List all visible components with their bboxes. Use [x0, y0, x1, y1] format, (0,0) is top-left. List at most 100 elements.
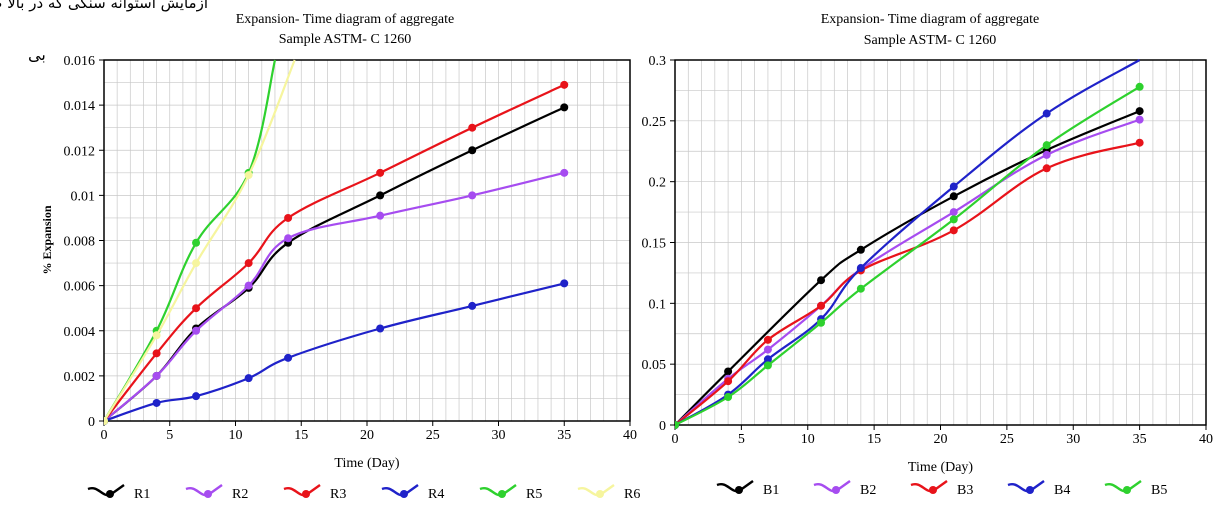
legend-swatch-B3 [910, 480, 948, 493]
data-point-R4 [244, 374, 253, 383]
data-point-R3 [152, 349, 161, 358]
data-point-B3 [1042, 164, 1051, 173]
series-R6 [104, 59, 296, 425]
x-tick-label: 30 [492, 428, 506, 443]
legend-swatch-R1 [87, 484, 125, 497]
data-point-B1 [1135, 107, 1144, 116]
data-point-B5 [1042, 141, 1051, 150]
data-point-R3 [376, 168, 385, 177]
data-point-R6 [152, 331, 161, 340]
data-point-R4 [152, 398, 161, 407]
legend-marker-R2 [204, 490, 212, 498]
y-tick-label: 0 [659, 419, 666, 434]
legend-swatch-B5 [1104, 480, 1142, 493]
y-tick-label: 0.05 [642, 358, 667, 373]
data-point-B4 [763, 355, 772, 364]
x-axis-label: Time (Day) [908, 460, 974, 475]
series-R4 [104, 279, 569, 425]
data-point-R2 [192, 326, 201, 335]
legend-swatch-R4 [381, 484, 419, 497]
data-point-R3 [284, 213, 293, 222]
legend-label-R1: R1 [134, 487, 150, 502]
data-point-R2 [468, 191, 477, 200]
legend: B1 B2 B3 B4 B5 [716, 480, 1167, 498]
y-tick-label: 0.012 [64, 144, 96, 159]
x-tick-label: 15 [294, 428, 308, 443]
data-point-B1 [817, 276, 826, 285]
data-point-B3 [763, 335, 772, 344]
series-line-R1 [104, 106, 565, 422]
data-point-B3 [724, 377, 733, 386]
data-point-B2 [1135, 115, 1144, 124]
data-point-R1 [560, 103, 569, 112]
chart-subtitle: Sample ASTM- C 1260 [864, 33, 997, 48]
data-point-B3 [817, 301, 826, 310]
legend-label-B2: B2 [860, 483, 876, 498]
legend-item-R4: R4 [381, 484, 444, 502]
y-tick-label: 0.15 [642, 237, 667, 252]
data-point-R6 [244, 171, 253, 180]
legend-label-R2: R2 [232, 487, 248, 502]
legend-label-R3: R3 [330, 487, 346, 502]
chart-title: Expansion- Time diagram of aggregate [821, 12, 1040, 27]
data-point-B5 [817, 318, 826, 327]
legend-item-B3: B3 [910, 480, 973, 498]
legend-item-B1: B1 [716, 480, 779, 498]
legend-swatch-R6 [577, 484, 615, 497]
data-point-B3 [949, 226, 958, 235]
data-point-R1 [376, 191, 385, 200]
data-point-R2 [152, 371, 161, 380]
y-tick-label: 0.1 [649, 297, 667, 312]
data-point-R5 [192, 238, 201, 247]
legend-marker-B3 [929, 486, 937, 494]
y-tick-label: 0.004 [64, 325, 96, 340]
data-point-R4 [284, 353, 293, 362]
x-tick-label: 25 [426, 428, 440, 443]
y-tick-label: 0.014 [64, 99, 96, 114]
data-point-B5 [949, 215, 958, 224]
legend-swatch-R5 [479, 484, 517, 497]
legend-swatch-B2 [813, 480, 851, 493]
y-tick-label: 0.01 [71, 189, 96, 204]
data-point-R2 [560, 168, 569, 177]
data-point-R2 [244, 281, 253, 290]
series-line-B3 [675, 141, 1140, 426]
x-tick-label: 15 [867, 432, 881, 447]
legend-item-R2: R2 [185, 484, 248, 502]
legend: R1 R2 R3 R4 R5 R6 [87, 484, 640, 502]
y-tick-label: 0.002 [64, 370, 96, 385]
data-point-B5 [724, 393, 733, 402]
data-point-R4 [376, 324, 385, 333]
data-point-R6 [104, 417, 108, 425]
legend-label-B5: B5 [1151, 483, 1167, 498]
y-tick-label: 0.3 [649, 54, 667, 69]
data-point-B2 [1042, 150, 1051, 159]
left-chart: Expansion- Time diagram of aggregate Samp… [40, 12, 640, 502]
data-point-B5 [763, 361, 772, 370]
x-tick-label: 0 [672, 432, 679, 447]
legend-item-B5: B5 [1104, 480, 1167, 498]
x-axis-label: Time (Day) [334, 456, 400, 471]
legend-item-R5: R5 [479, 484, 542, 502]
data-point-B2 [763, 345, 772, 354]
data-point-R2 [376, 211, 385, 220]
x-tick-label: 40 [1199, 432, 1213, 447]
x-tick-label: 10 [801, 432, 815, 447]
legend-marker-R1 [106, 490, 114, 498]
data-point-B1 [724, 367, 733, 376]
x-tick-label: 20 [360, 428, 374, 443]
legend-swatch-R3 [283, 484, 321, 497]
series-B3 [675, 138, 1144, 429]
right-chart: Expansion- Time diagram of aggregate Samp… [642, 12, 1214, 498]
legend-marker-R6 [596, 490, 604, 498]
series-line-B2 [675, 118, 1140, 426]
chart-subtitle: Sample ASTM- C 1260 [279, 32, 412, 47]
legend-marker-R4 [400, 490, 408, 498]
y-tick-label: 0.006 [64, 280, 96, 295]
legend-label-B1: B1 [763, 483, 779, 498]
data-point-B4 [856, 264, 865, 273]
x-tick-label: 10 [229, 428, 243, 443]
data-point-R6 [192, 259, 201, 268]
y-tick-label: 0.016 [64, 54, 96, 69]
x-tick-label: 5 [166, 428, 173, 443]
